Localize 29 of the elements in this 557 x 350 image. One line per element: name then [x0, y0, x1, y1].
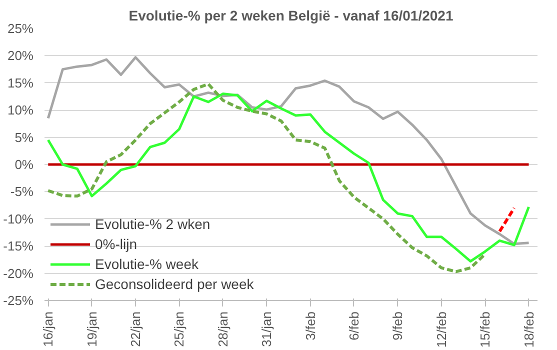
y-tick-label: -5% [10, 184, 34, 200]
legend-label: Evolutie-% week [95, 256, 198, 272]
x-tick-label: 18/feb [521, 311, 536, 348]
legend-label: Geconsolideerd per week [95, 276, 254, 292]
x-tick-label: 22/jan [128, 312, 144, 347]
y-tick-label: 0% [14, 157, 34, 172]
x-tick-label: 28/jan [215, 312, 230, 347]
y-tick-label: -25% [3, 293, 34, 308]
y-tick-label: 15% [7, 75, 34, 90]
y-tick-label: 10% [7, 102, 34, 118]
line-series [46, 82, 487, 274]
x-tick-label: 6/feb [346, 311, 362, 340]
y-tick-label: 20% [7, 48, 34, 64]
x-tick-label: 19/jan [84, 312, 100, 347]
x-tick-label: 15/feb [478, 311, 493, 348]
legend-label: Evolutie-% 2 wken [95, 216, 210, 232]
x-tick-label: 31/jan [259, 312, 274, 347]
y-tick-label: 5% [14, 130, 34, 145]
legend-label: 0%-lijn [95, 236, 138, 252]
y-tick-label: 25% [7, 21, 34, 36]
chart-title: Evolutie-% per 2 weken België - vanaf 16/01/2021 [128, 8, 454, 24]
x-tick-label: 25/jan [172, 312, 187, 347]
y-tick-label: -10% [3, 211, 34, 226]
y-tick-label: -15% [3, 238, 34, 254]
x-tick-label: 12/feb [434, 311, 449, 348]
x-tick-label: 16/jan [40, 312, 56, 347]
x-tick-label: 9/feb [390, 311, 406, 340]
x-tick-label: 3/feb [302, 311, 318, 340]
y-tick-label: -20% [3, 266, 34, 281]
